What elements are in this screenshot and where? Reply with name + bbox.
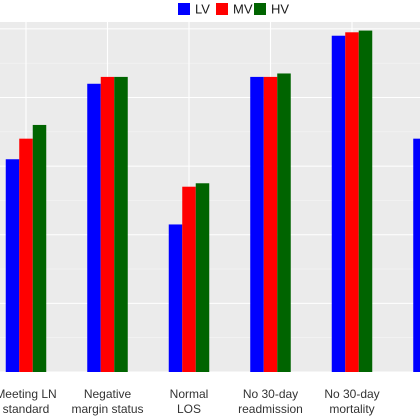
bar-hv [195, 183, 210, 372]
x-tick-labels: Meeting LN standard Negative margin status N… [0, 387, 420, 416]
x-tick-label: Meeting LN standard [0, 387, 57, 416]
bar-mv [263, 76, 278, 372]
x-tick-label: Normal LOS [170, 387, 209, 416]
bar-lv [250, 76, 264, 372]
bar-lv [413, 138, 420, 372]
bar-lv [331, 35, 346, 372]
legend-key-lv [178, 3, 190, 15]
bar-lv [87, 83, 101, 372]
bar-hv [32, 124, 47, 372]
bar-lv [5, 159, 20, 372]
bar-mv [345, 32, 359, 372]
legend-key-mv [216, 3, 228, 15]
bar-hv [358, 30, 373, 373]
bar-lv [168, 224, 183, 372]
legend-label-lv: LV [195, 2, 210, 17]
x-tick-label: No 30-day mortality [324, 387, 379, 416]
x-tick-label: No 30-day readmission [238, 387, 303, 416]
legend-key-hv [254, 3, 266, 15]
legend-label-mv: MV [233, 2, 253, 17]
legend: LV MV HV [178, 2, 289, 17]
x-tick-label: Negative margin status [71, 387, 143, 416]
bar-mv [100, 76, 115, 372]
legend-label-hv: HV [271, 2, 289, 17]
bar-hv [114, 76, 128, 372]
bar-mv [19, 138, 33, 372]
bars [5, 30, 420, 373]
bar-hv [277, 73, 291, 373]
bar-mv [182, 186, 196, 372]
